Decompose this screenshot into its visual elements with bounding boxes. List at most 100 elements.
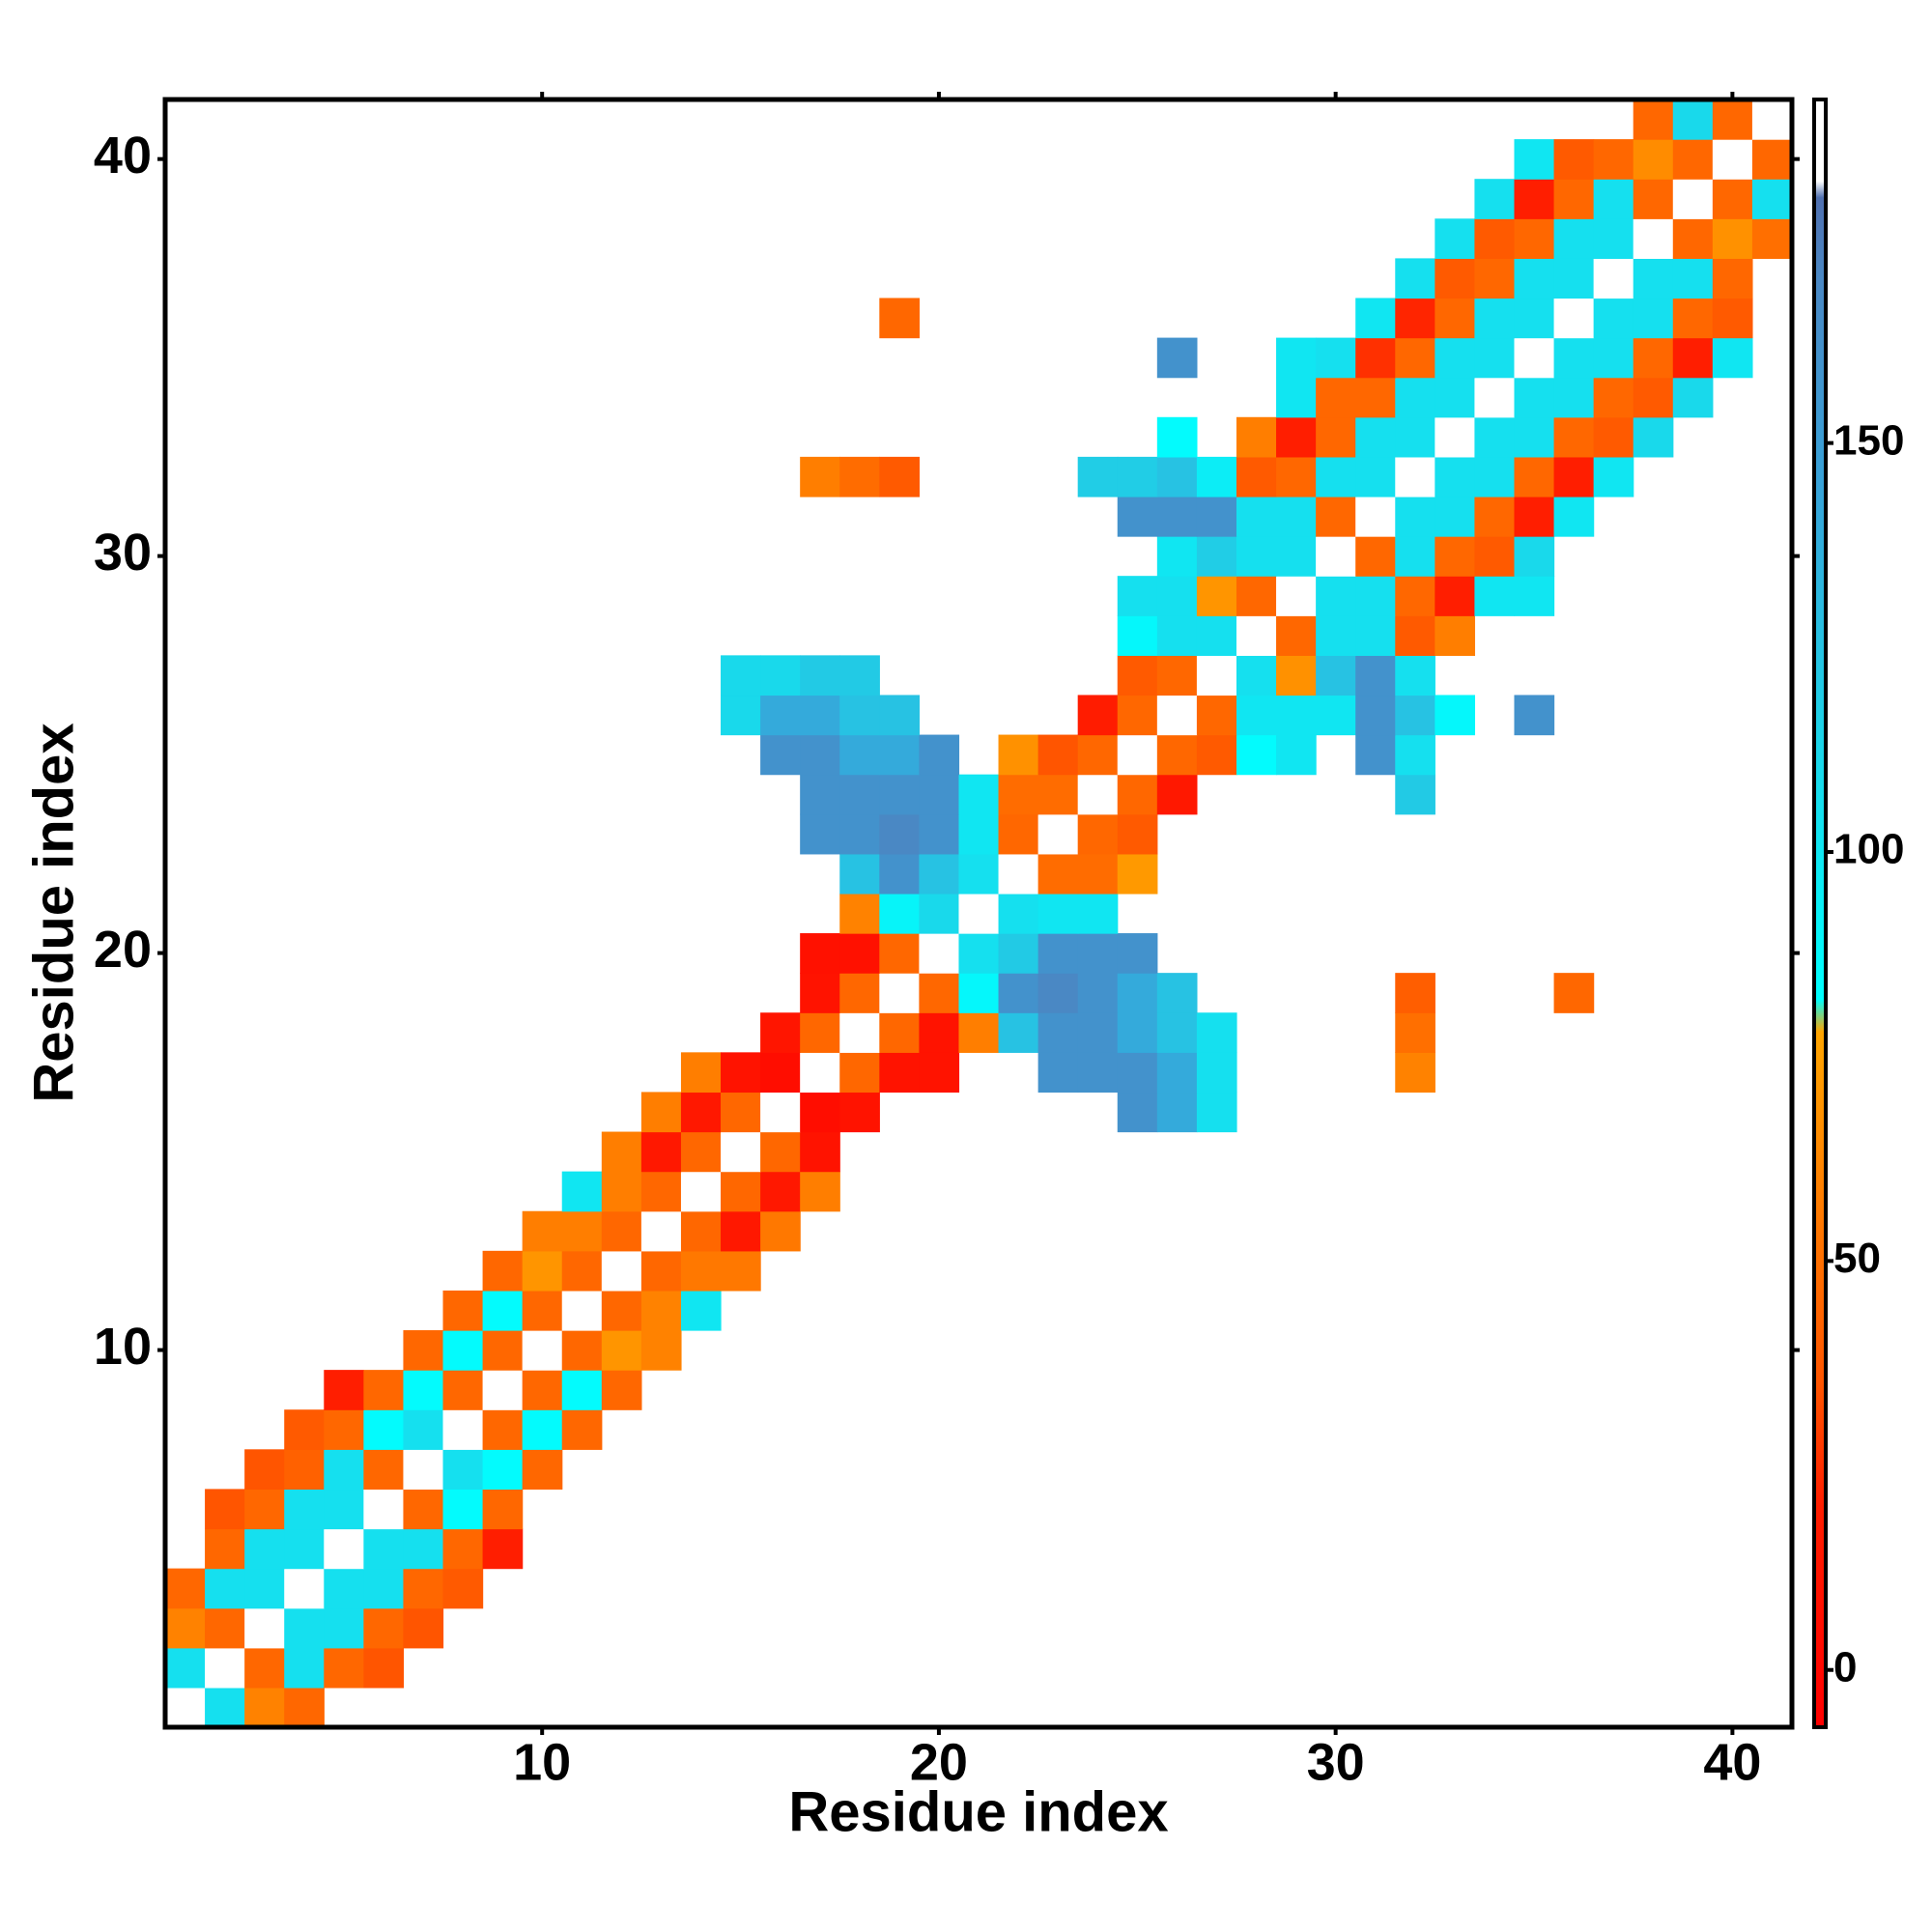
heatmap-cell [205,1528,245,1570]
heatmap-cell [1037,774,1079,815]
heatmap-cell [1355,734,1396,776]
heatmap-cell [601,1171,642,1212]
heatmap-cell [1633,337,1674,379]
heatmap-cell [244,1568,285,1609]
heatmap-cell [1633,179,1674,219]
heatmap-cell [1435,258,1476,299]
heatmap-cell [522,1250,563,1292]
y-tick-label: 30 [94,524,152,582]
heatmap-cell [1077,893,1119,934]
heatmap-cell [205,1647,245,1689]
heatmap-cell [561,1409,603,1450]
heatmap-cell [800,1012,840,1053]
heatmap-cell [640,1210,682,1252]
heatmap-cell [680,1092,722,1133]
heatmap-cell [1395,695,1435,736]
heatmap-cell [1355,337,1396,379]
colorbar [1812,98,1828,1729]
heatmap-cell [680,1210,722,1252]
heatmap-cell [879,813,920,855]
heatmap-cell [363,1449,405,1491]
heatmap-cell [403,1370,444,1410]
colorbar-tick-label: 50 [1833,1235,1881,1282]
heatmap-cell [879,695,920,736]
heatmap-cell [998,774,1039,815]
heatmap-cell [1196,655,1237,696]
heatmap-cell [958,1012,1000,1053]
heatmap-cell [1395,576,1435,616]
heatmap-cell [760,1052,801,1094]
heatmap-cell [919,774,960,815]
heatmap-cell [1156,695,1198,736]
heatmap-cell [680,1052,722,1094]
heatmap-cell [324,1568,364,1609]
heatmap-cell [1156,337,1198,379]
heatmap-cell [1316,416,1356,458]
heatmap-cell [1117,973,1158,1013]
heatmap-cell [919,853,960,895]
heatmap-cell [1672,179,1714,219]
heatmap-cell [1117,496,1158,537]
heatmap-cell [403,1409,444,1450]
heatmap-cell [1712,139,1753,180]
x-tick-label: 10 [513,1733,571,1791]
heatmap-cell [1316,536,1356,577]
heatmap-cell [522,1330,563,1371]
heatmap-cell [1553,298,1595,339]
heatmap-cell [1117,456,1158,497]
heatmap-cell [998,933,1039,974]
heatmap-cell [205,1607,245,1649]
heatmap-cell [1156,456,1198,497]
heatmap-cell [1435,337,1476,379]
heatmap-cell [244,1449,285,1491]
heatmap-cell [601,1370,642,1410]
heatmap-cell [1156,734,1198,776]
heatmap-cell [721,1052,761,1094]
heatmap-cell [1435,695,1476,736]
heatmap-cell [1751,99,1793,140]
heatmap-cell [1077,813,1119,855]
heatmap-cell [1117,774,1158,815]
heatmap-cell [879,298,920,339]
heatmap-cell [324,1607,364,1649]
heatmap-cell [640,1330,682,1371]
heatmap-cell [442,1290,484,1331]
plot-frame [162,97,1795,1730]
heatmap-cell [1276,655,1317,696]
heatmap-cell [839,893,880,934]
heatmap-cell [1355,695,1396,736]
heatmap-cell [1435,456,1476,497]
heatmap-cell [839,1012,880,1053]
heatmap-cell [1355,576,1396,616]
heatmap-cell [1236,576,1277,616]
heatmap-cell [324,1647,364,1689]
heatmap-cell [561,1290,603,1331]
y-tick-label: 20 [94,921,152,979]
heatmap-cell [244,1528,285,1570]
heatmap-cell [1395,456,1435,497]
heatmap-cell [1553,337,1595,379]
heatmap-cell [1355,615,1396,656]
heatmap-cell [1395,298,1435,339]
heatmap-cell [1435,298,1476,339]
heatmap-cell [879,893,920,934]
heatmap-cell [1276,536,1317,577]
heatmap-cell [1672,337,1714,379]
heatmap-cell [1037,1012,1079,1053]
heatmap-cell [1236,695,1277,736]
heatmap-cell [800,1171,840,1212]
heatmap-cell [800,973,840,1013]
heatmap-cell [1435,218,1476,259]
heatmap-cell [1077,734,1119,776]
heatmap-cell [442,1449,484,1491]
heatmap-cell [721,1131,761,1173]
heatmap-cell [919,1012,960,1053]
heatmap-cell [205,1489,245,1530]
heatmap-cell [1751,179,1793,219]
heatmap-cell [1196,734,1237,776]
heatmap-cell [800,695,840,736]
heatmap-cell [721,1092,761,1133]
heatmap-cell [324,1370,364,1410]
heatmap-cell [1474,416,1516,458]
heatmap-cell [1633,298,1674,339]
